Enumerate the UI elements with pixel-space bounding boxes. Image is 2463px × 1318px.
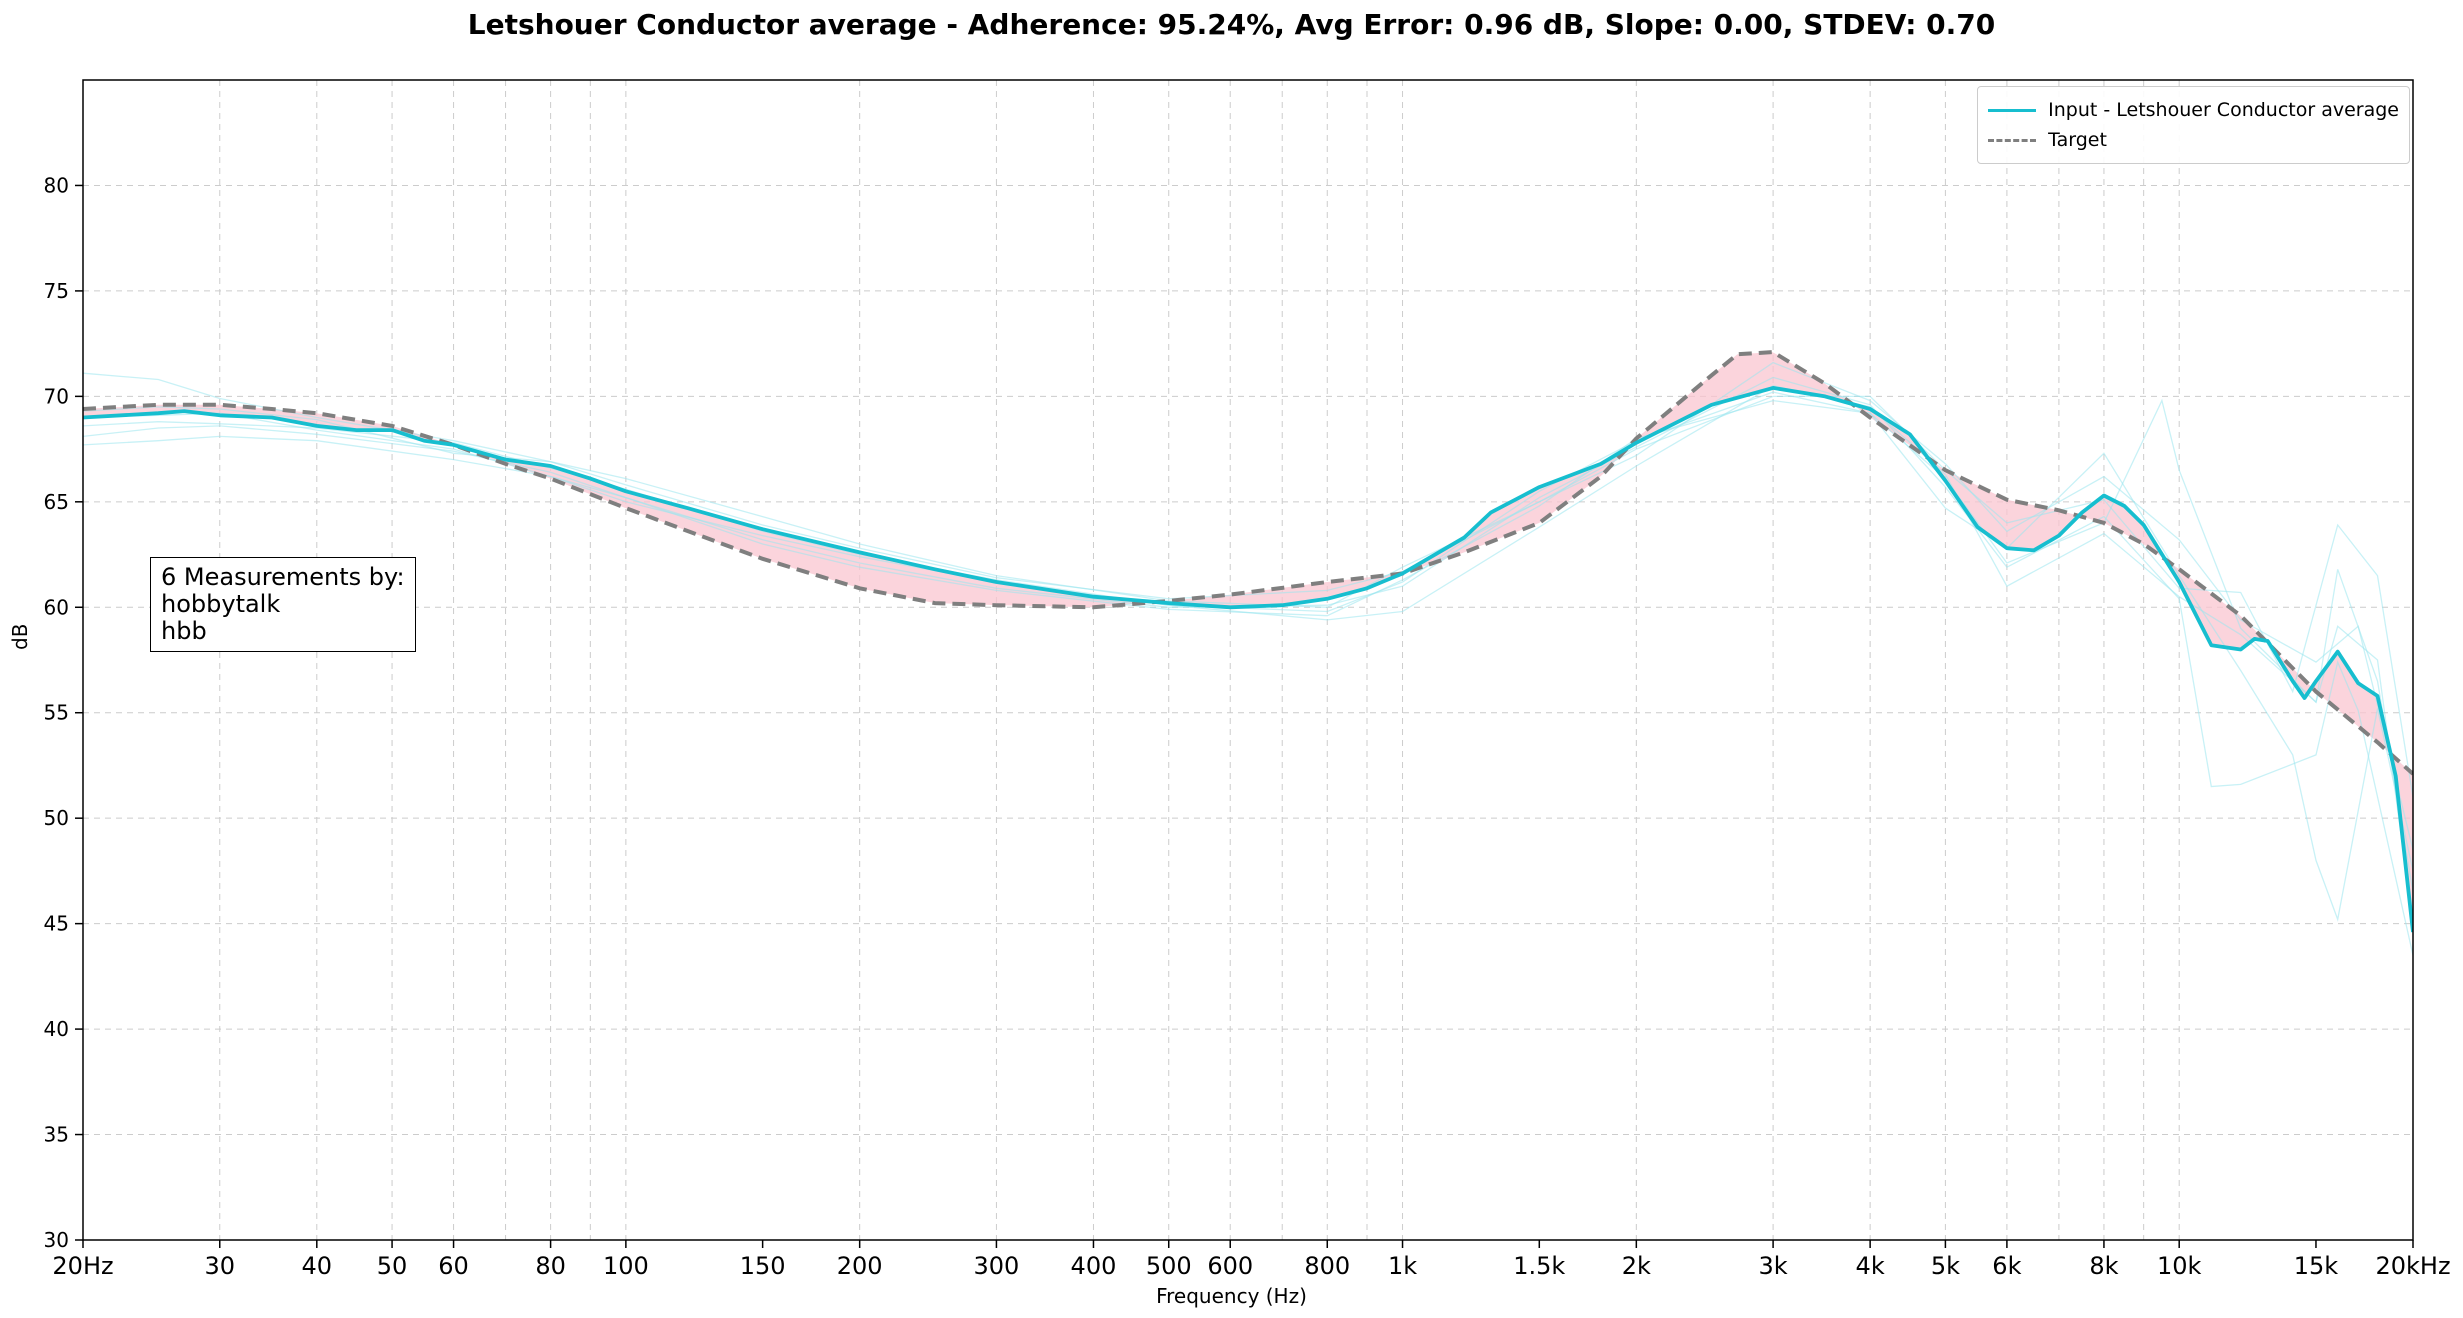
x-axis-ticks: 20Hz 30 40 50 60 80 100 150 200 300 400 500 600 800 1k… <box>52 1240 2451 1280</box>
legend-item-target: Target <box>1988 125 2399 155</box>
x-tick-label: 10k <box>2157 1252 2202 1280</box>
x-tick-label: 15k <box>2294 1252 2339 1280</box>
x-tick-label: 40 <box>302 1252 333 1280</box>
plot-frame <box>82 79 2414 1241</box>
measurement-trace-3 <box>83 398 2413 893</box>
y-tick-label: 45 <box>44 912 69 936</box>
error-fill-area <box>83 352 2413 933</box>
measurement-annotation: 6 Measurements by: hobbytalk hbb <box>150 557 416 652</box>
x-tick-label: 400 <box>1071 1252 1117 1280</box>
measurement-trace-2 <box>83 376 2413 956</box>
measurement-traces <box>83 361 2413 956</box>
legend-swatch-input <box>1988 108 2037 112</box>
x-tick-label: 1.5k <box>1513 1252 1565 1280</box>
x-tick-label: 5k <box>1931 1252 1960 1280</box>
y-tick-label: 70 <box>44 384 69 408</box>
measurement-trace-5 <box>83 395 2413 798</box>
legend-label-target: Target <box>2048 129 2107 151</box>
y-tick-label: 55 <box>44 701 69 725</box>
annotation-line-3: hbb <box>161 617 207 645</box>
legend: Input - Letshouer Conductor average Targ… <box>1977 86 2410 164</box>
measurement-trace-6 <box>83 385 2413 924</box>
legend-label-input: Input - Letshouer Conductor average <box>2048 99 2399 121</box>
x-tick-label: 2k <box>1622 1252 1651 1280</box>
annotation-line-1: 6 Measurements by: <box>161 563 405 591</box>
y-tick-label: 60 <box>44 595 69 619</box>
y-tick-label: 50 <box>44 806 69 830</box>
x-tick-label: 500 <box>1146 1252 1192 1280</box>
grid <box>82 80 2414 1241</box>
y-tick-label: 80 <box>44 173 69 197</box>
x-tick-label: 80 <box>535 1252 566 1280</box>
series-line-target <box>83 350 2413 776</box>
x-tick-label: 4k <box>1856 1252 1885 1280</box>
x-tick-label: 8k <box>2089 1252 2118 1280</box>
y-tick-label: 40 <box>44 1017 69 1041</box>
x-tick-label: 20kHz <box>2375 1252 2450 1280</box>
annotation-line-2: hobbytalk <box>161 590 281 618</box>
x-tick-label: 1k <box>1388 1252 1417 1280</box>
x-tick-label: 800 <box>1304 1252 1350 1280</box>
y-tick-label: 35 <box>44 1123 69 1147</box>
legend-swatch-target <box>1988 138 2037 142</box>
x-tick-label: 50 <box>377 1252 408 1280</box>
y-axis-label: dB <box>8 623 32 650</box>
legend-item-input: Input - Letshouer Conductor average <box>1988 95 2399 125</box>
error-fill <box>83 352 2413 933</box>
x-tick-label: 6k <box>1992 1252 2021 1280</box>
chart-title: Letshouer Conductor average - Adherence:… <box>467 8 1996 41</box>
x-tick-label: 200 <box>837 1252 883 1280</box>
x-tick-label: 300 <box>974 1252 1020 1280</box>
series-line-input <box>83 386 2413 933</box>
x-tick-label: 600 <box>1207 1252 1253 1280</box>
series-lines <box>83 350 2413 933</box>
y-tick-label: 65 <box>44 490 69 514</box>
x-tick-label: 3k <box>1759 1252 1788 1280</box>
y-tick-label: 75 <box>44 279 69 303</box>
x-tick-label: 100 <box>603 1252 649 1280</box>
x-axis-label: Frequency (Hz) <box>1156 1284 1307 1308</box>
x-tick-label: 60 <box>438 1252 469 1280</box>
x-tick-label: 150 <box>740 1252 786 1280</box>
x-tick-label: 30 <box>204 1252 235 1280</box>
measurement-trace-4 <box>83 391 2413 922</box>
y-axis-ticks: 30 35 40 45 50 55 60 65 70 75 80 <box>44 173 83 1252</box>
y-tick-label: 30 <box>44 1228 69 1252</box>
x-tick-label: 20Hz <box>52 1252 113 1280</box>
